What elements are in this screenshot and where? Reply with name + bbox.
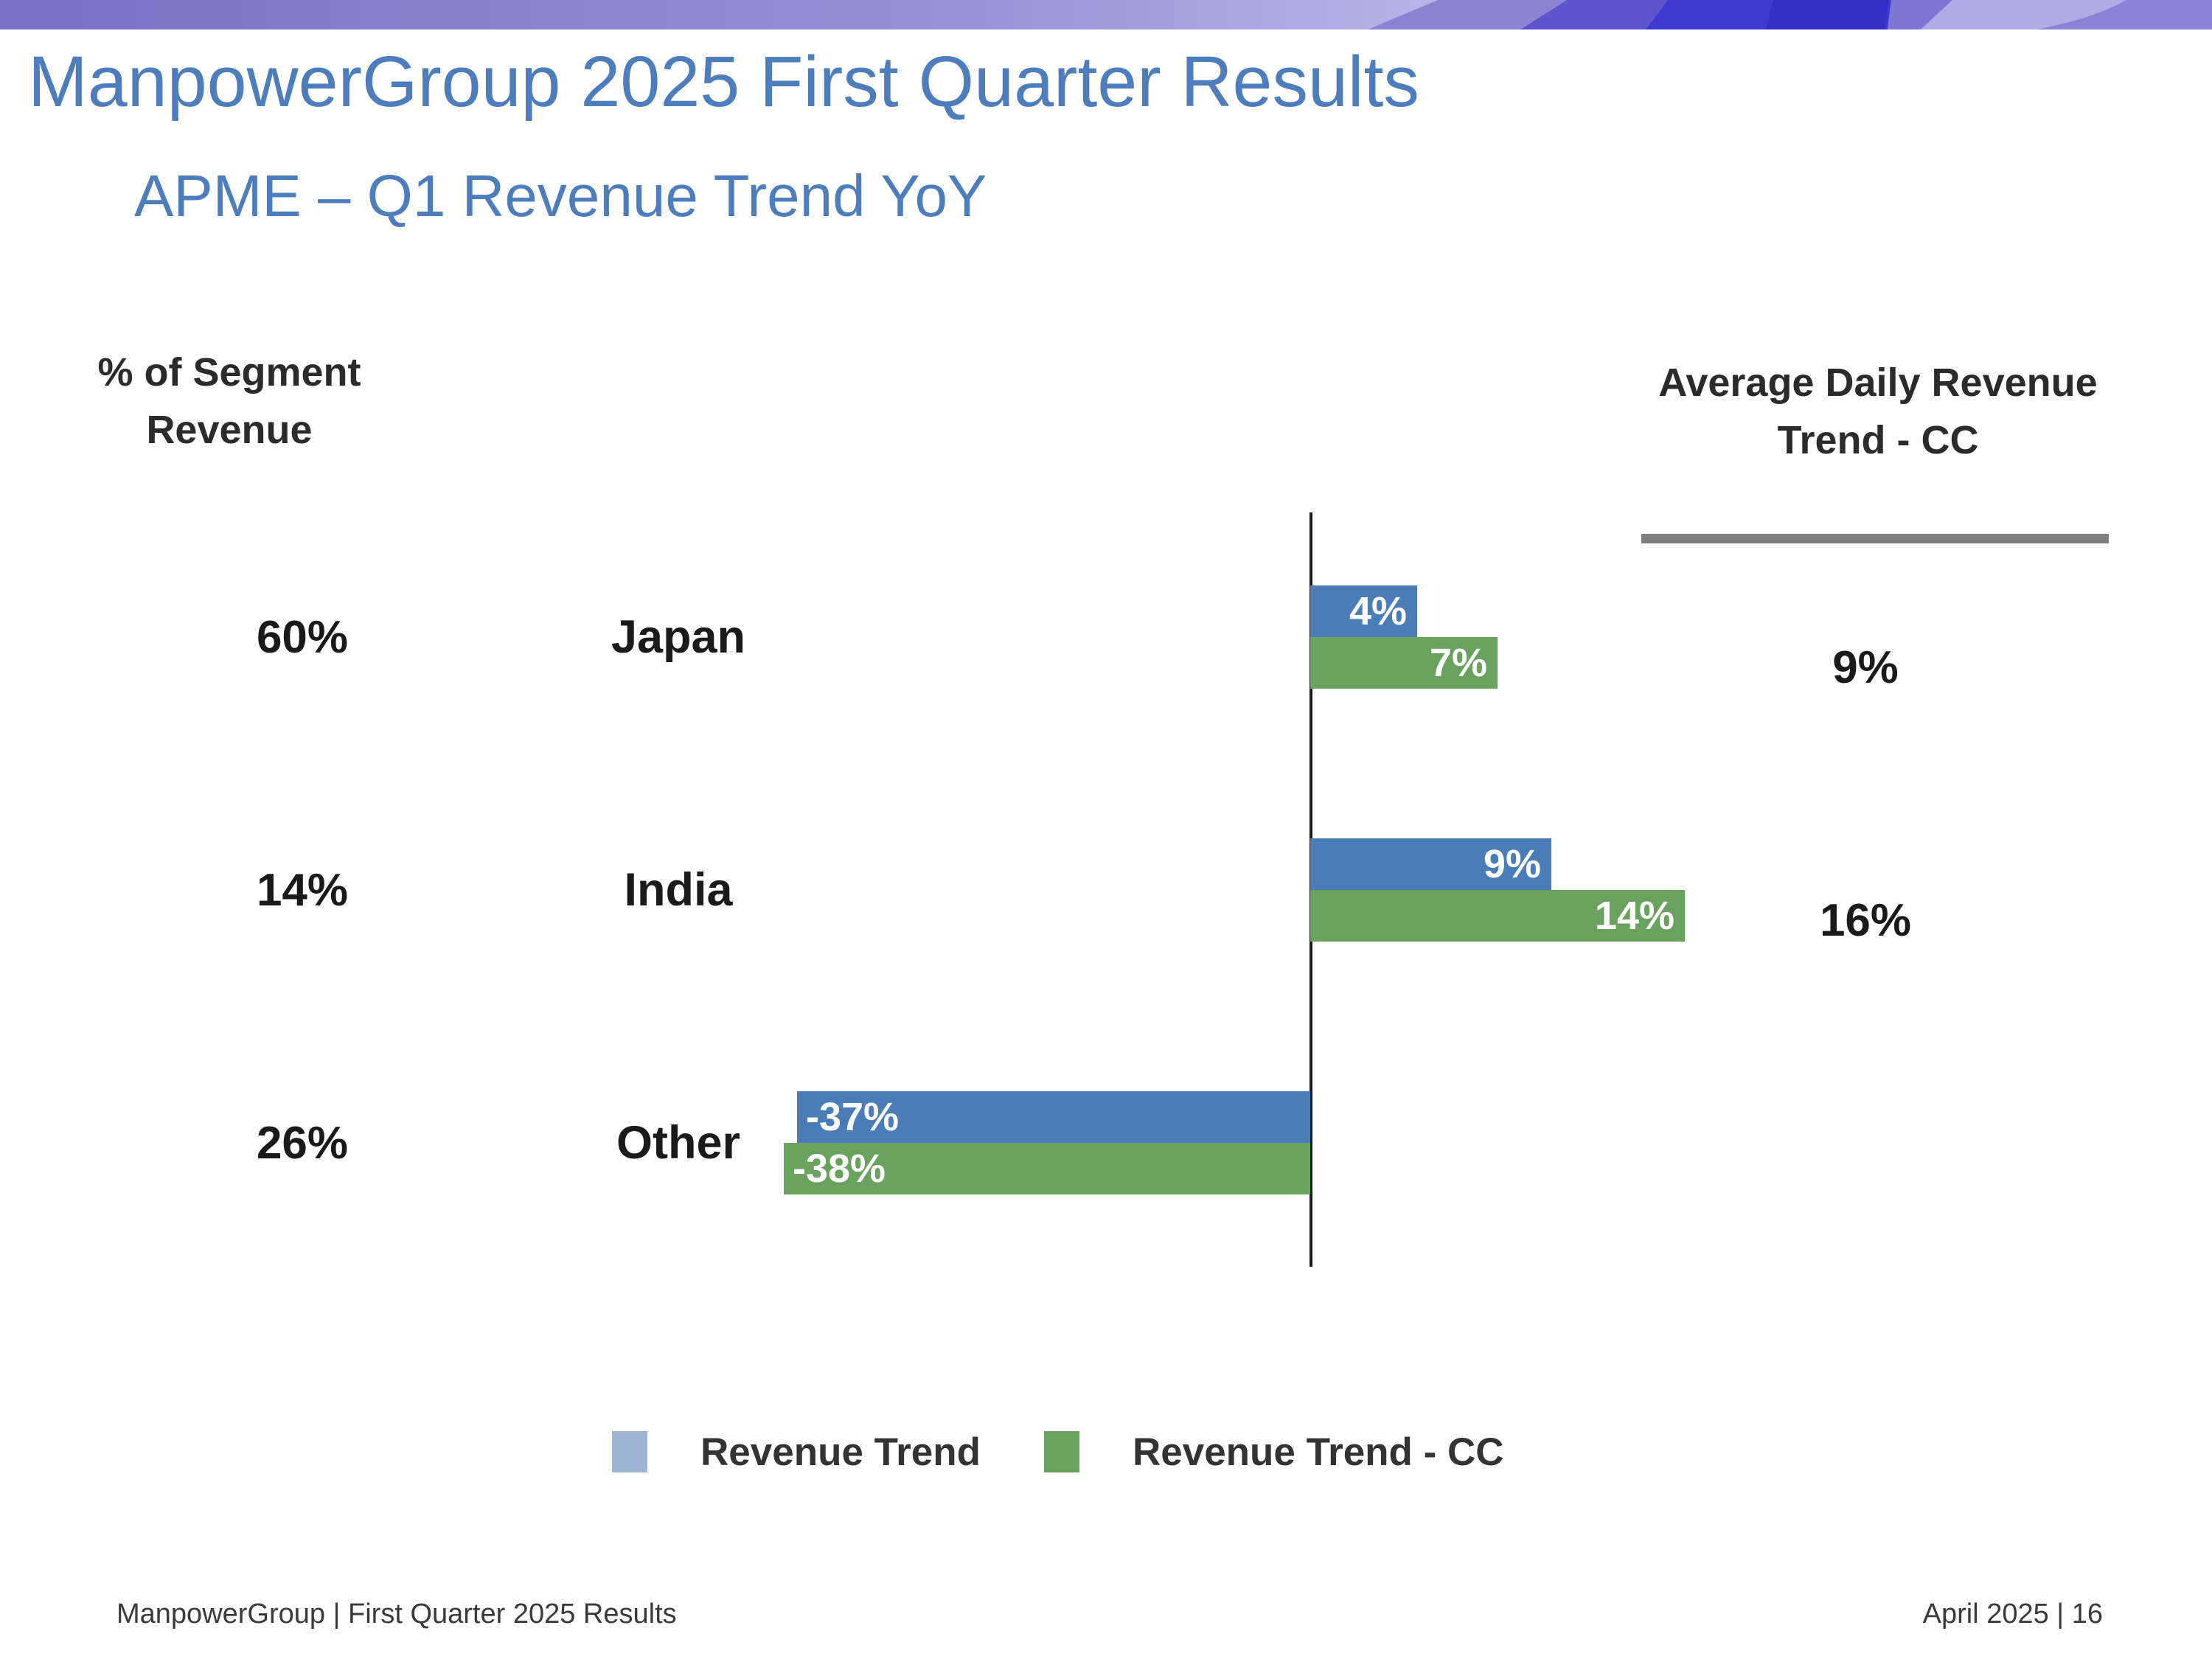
avg-daily-revenue-header: Average Daily Revenue Trend - CC — [1658, 361, 2098, 463]
bar-revenue-trend: -37% — [797, 1091, 1310, 1143]
category-label: Other — [616, 1117, 741, 1169]
adr-trend-label: 9% — [1832, 642, 1899, 693]
bar-revenue-trend-cc: 14% — [1310, 890, 1685, 942]
bar-value-label: 9% — [1483, 842, 1541, 886]
page-subtitle: APME – Q1 Revenue Trend YoY — [134, 163, 987, 229]
footer-brand-text: ManpowerGroup | First Quarter 2025 Resul… — [116, 1599, 677, 1630]
page-title: ManpowerGroup 2025 First Quarter Results — [28, 41, 1419, 122]
legend-label: Revenue Trend — [700, 1430, 981, 1474]
bar-revenue-trend-cc: 7% — [1310, 637, 1498, 689]
bar-revenue-trend: 9% — [1310, 838, 1551, 890]
category-label: India — [624, 864, 733, 916]
bar-value-label: -37% — [806, 1095, 900, 1139]
avg-daily-revenue-header-underline — [1641, 534, 2109, 543]
bar-value-label: 7% — [1429, 641, 1487, 685]
legend-label: Revenue Trend - CC — [1132, 1430, 1504, 1474]
bar-value-label: 4% — [1349, 589, 1407, 633]
bar-value-label: 14% — [1594, 894, 1674, 938]
bar-value-label: -38% — [793, 1147, 886, 1191]
chart-legend: Revenue Trend Revenue Trend - CC — [612, 1430, 1504, 1475]
banner-decoration — [0, 0, 2212, 29]
segment-pct-label: 26% — [256, 1118, 349, 1169]
segment-pct-label: 60% — [256, 612, 349, 663]
legend-swatch — [1043, 1431, 1079, 1472]
legend-swatch — [612, 1431, 647, 1472]
segment-revenue-header: % of Segment Revenue — [97, 350, 361, 453]
segment-pct-label: 14% — [256, 865, 349, 916]
legend-item: Revenue Trend — [612, 1430, 981, 1475]
legend-item: Revenue Trend - CC — [1043, 1430, 1504, 1475]
bar-revenue-trend-cc: -38% — [784, 1143, 1310, 1194]
category-label: Japan — [611, 611, 746, 663]
bar-revenue-trend: 4% — [1310, 585, 1417, 637]
footer-date-page: April 2025 | 16 — [1922, 1599, 2103, 1630]
adr-trend-label: 16% — [1819, 895, 1912, 946]
